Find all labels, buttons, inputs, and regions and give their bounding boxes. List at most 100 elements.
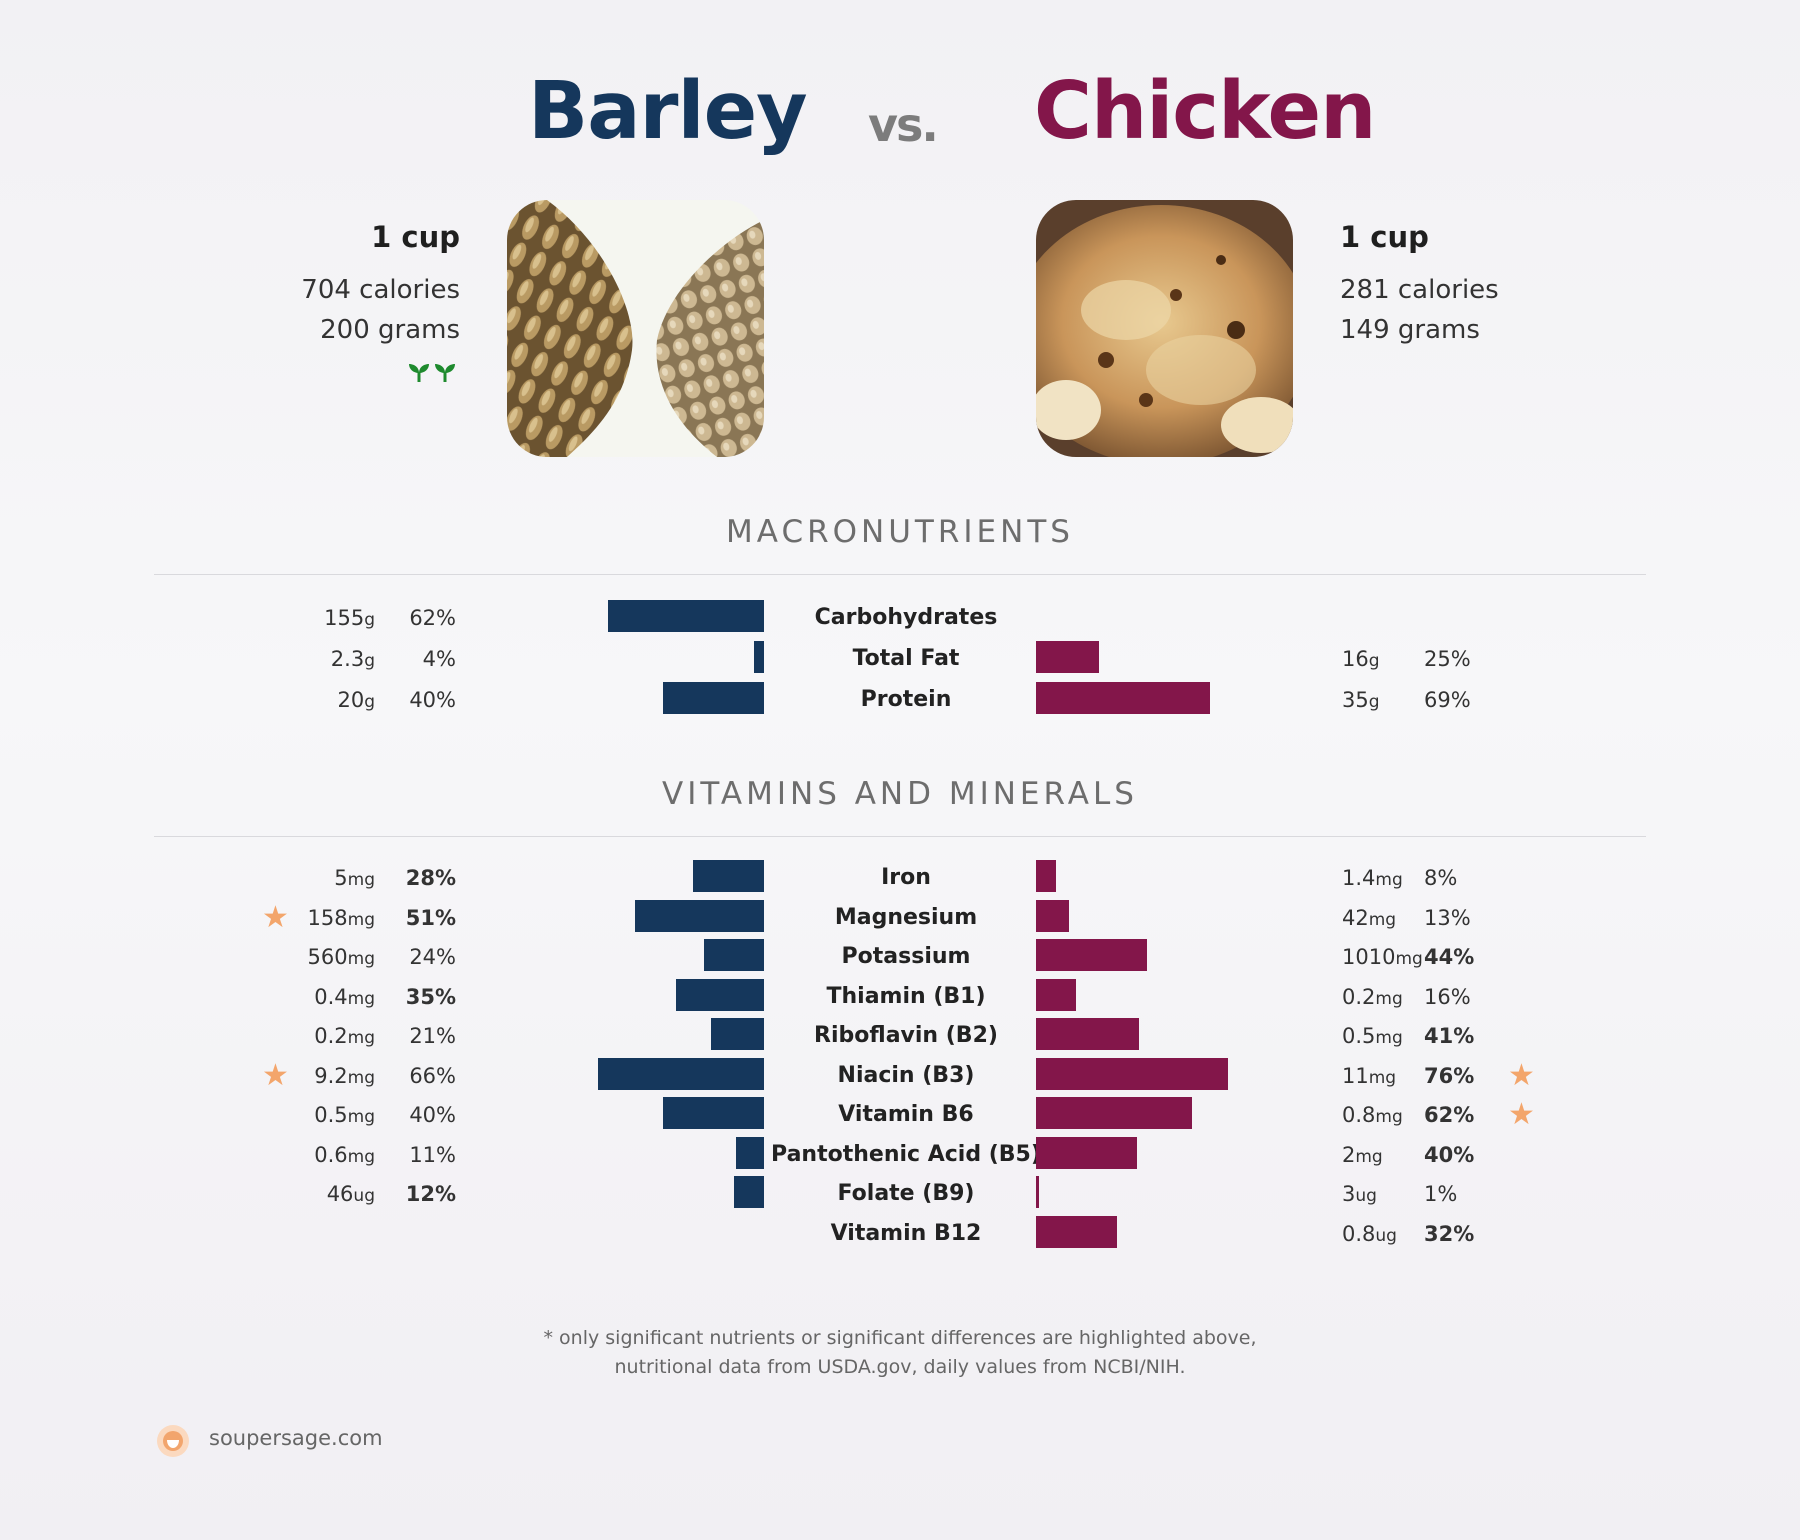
chart-row: Magnesium 158mg 51% ★ 42mg 13% <box>0 898 1800 938</box>
chart-row: Folate (B9) 46ug 12% 3ug 1% <box>0 1174 1800 1214</box>
nutrient-label: Vitamin B12 <box>830 1220 982 1246</box>
barley-amount-value: 46 <box>326 1182 354 1206</box>
right-calories: 281 calories <box>1340 275 1499 305</box>
barley-percent: 11% <box>409 1142 456 1167</box>
barley-bar <box>607 600 764 632</box>
right-grams: 149 grams <box>1340 315 1480 345</box>
nutrient-label: Iron <box>881 865 931 890</box>
chicken-percent: 25% <box>1424 647 1471 671</box>
nutrient-label: Folate (B9) <box>837 1181 975 1206</box>
barley-amount: 9.2mg <box>260 1056 375 1098</box>
chicken-amount: 0.8ug <box>1342 1214 1482 1256</box>
chicken-amount-value: 0.8 <box>1342 1103 1376 1127</box>
chicken-amount-value: 2 <box>1342 1142 1356 1167</box>
macros-divider <box>154 574 1646 575</box>
chart-row: Potassium 560mg 24% 1010mg 44% <box>0 937 1800 977</box>
chicken-bar <box>1036 682 1210 714</box>
chicken-amount: 2mg <box>1342 1135 1482 1177</box>
barley-amount-unit: g <box>364 610 375 630</box>
barley-amount-value: 0.4 <box>314 984 348 1009</box>
left-grams: 200 grams <box>320 315 460 345</box>
macronutrients-heading: MACRONUTRIENTS <box>726 514 1074 550</box>
chicken-amount: 0.2mg <box>1342 977 1482 1019</box>
chicken-bar <box>1036 939 1147 971</box>
barley-amount-value: 560 <box>307 945 348 969</box>
nutrient-label: Magnesium <box>834 904 978 930</box>
chicken-amount-unit: mg <box>1375 988 1403 1009</box>
barley-amount: 560mg <box>260 937 375 979</box>
barley-amount: 0.4mg <box>260 977 375 1019</box>
nutrient-label: Pantothenic Acid (B5) <box>771 1141 1041 1167</box>
chicken-percent: 32% <box>1424 1221 1475 1246</box>
barley-amount-value: 9.2 <box>314 1063 348 1088</box>
chart-row: Protein 20g 40% 35g 69% <box>0 680 1800 720</box>
chart-row: Vitamin B6 0.5mg 40% 0.8mg 62% ★ <box>0 1095 1800 1135</box>
brand-link[interactable]: soupersage.com <box>209 1426 383 1450</box>
chart-row: Vitamin B12 0.8ug 32% <box>0 1214 1800 1254</box>
left-calories: 704 calories <box>301 275 460 305</box>
chart-row: Total Fat 2.3g 4% 16g 25% <box>0 639 1800 679</box>
barley-amount-value: 20 <box>337 688 365 712</box>
soupersage-logo-icon <box>156 1424 190 1462</box>
chicken-amount: 0.8mg <box>1342 1095 1482 1137</box>
barley-bar <box>736 1136 764 1169</box>
footnote: * only significant nutrients or signific… <box>0 1324 1800 1382</box>
barley-bar <box>597 1057 764 1090</box>
chicken-amount: 1.4mg <box>1342 858 1482 900</box>
chicken-amount-value: 1.4 <box>1342 866 1376 890</box>
chicken-amount: 3ug <box>1342 1174 1482 1216</box>
chicken-percent: 44% <box>1424 945 1475 969</box>
nutrient-label: Thiamin (B1) <box>826 983 986 1009</box>
left-food-title: Barley <box>528 65 808 157</box>
barley-bar <box>711 1018 764 1050</box>
barley-amount-value: 0.5 <box>314 1103 348 1127</box>
chicken-amount: 1010mg <box>1342 937 1482 979</box>
chart-row: Thiamin (B1) 0.4mg 35% 0.2mg 16% <box>0 977 1800 1017</box>
chicken-bar <box>1036 1176 1039 1208</box>
barley-bar <box>703 939 764 971</box>
barley-bar <box>675 978 764 1011</box>
chicken-amount-unit: mg <box>1375 870 1403 890</box>
chicken-bar <box>1036 641 1099 673</box>
barley-amount-unit: mg <box>347 988 375 1009</box>
chicken-amount: 35g <box>1342 680 1482 722</box>
chart-row: Iron 5mg 28% 1.4mg 8% <box>0 858 1800 898</box>
chart-row: Pantothenic Acid (B5) 0.6mg 11% 2mg 40% <box>0 1135 1800 1175</box>
barley-bar <box>753 641 764 673</box>
sprout-icon <box>408 360 460 388</box>
nutrient-label: Potassium <box>841 944 971 969</box>
barley-amount: 158mg <box>260 898 375 940</box>
chicken-amount-unit: mg <box>1368 909 1397 930</box>
chicken-percent: 41% <box>1424 1024 1475 1048</box>
barley-bar <box>663 1097 764 1129</box>
chicken-bar <box>1036 1136 1137 1169</box>
chicken-amount-value: 16 <box>1342 647 1369 671</box>
barley-percent: 66% <box>409 1063 456 1088</box>
barley-bar <box>693 860 764 892</box>
barley-percent: 40% <box>409 688 456 712</box>
chart-row: Carbohydrates 155g 62% <box>0 598 1800 638</box>
chicken-amount: 11mg <box>1342 1056 1482 1098</box>
barley-bar <box>635 899 764 932</box>
left-portion: 1 cup <box>371 220 460 254</box>
chicken-amount-unit: ug <box>1375 1225 1397 1246</box>
right-food-title: Chicken <box>1034 65 1376 157</box>
chicken-amount-value: 3 <box>1342 1182 1356 1206</box>
vitamins-heading: VITAMINS AND MINERALS <box>662 776 1138 812</box>
chicken-amount-unit: ug <box>1355 1186 1377 1206</box>
chicken-amount-unit: g <box>1368 651 1380 671</box>
chart-row: Riboflavin (B2) 0.2mg 21% 0.5mg 41% <box>0 1016 1800 1056</box>
barley-amount-unit: ug <box>353 1186 375 1206</box>
footnote-line-2: nutritional data from USDA.gov, daily va… <box>614 1356 1186 1378</box>
barley-amount-value: 0.2 <box>314 1024 348 1048</box>
barley-percent: 35% <box>405 984 456 1009</box>
barley-photo <box>507 200 764 457</box>
chicken-amount-unit: mg <box>1375 1107 1403 1127</box>
star-icon: ★ <box>1508 1057 1535 1093</box>
chicken-percent: 8% <box>1424 866 1458 890</box>
chicken-amount-unit: mg <box>1375 1028 1403 1048</box>
barley-amount-value: 158 <box>307 905 348 930</box>
barley-percent: 24% <box>409 945 456 969</box>
chicken-amount-unit: mg <box>1395 949 1423 969</box>
chicken-bar <box>1036 899 1069 932</box>
